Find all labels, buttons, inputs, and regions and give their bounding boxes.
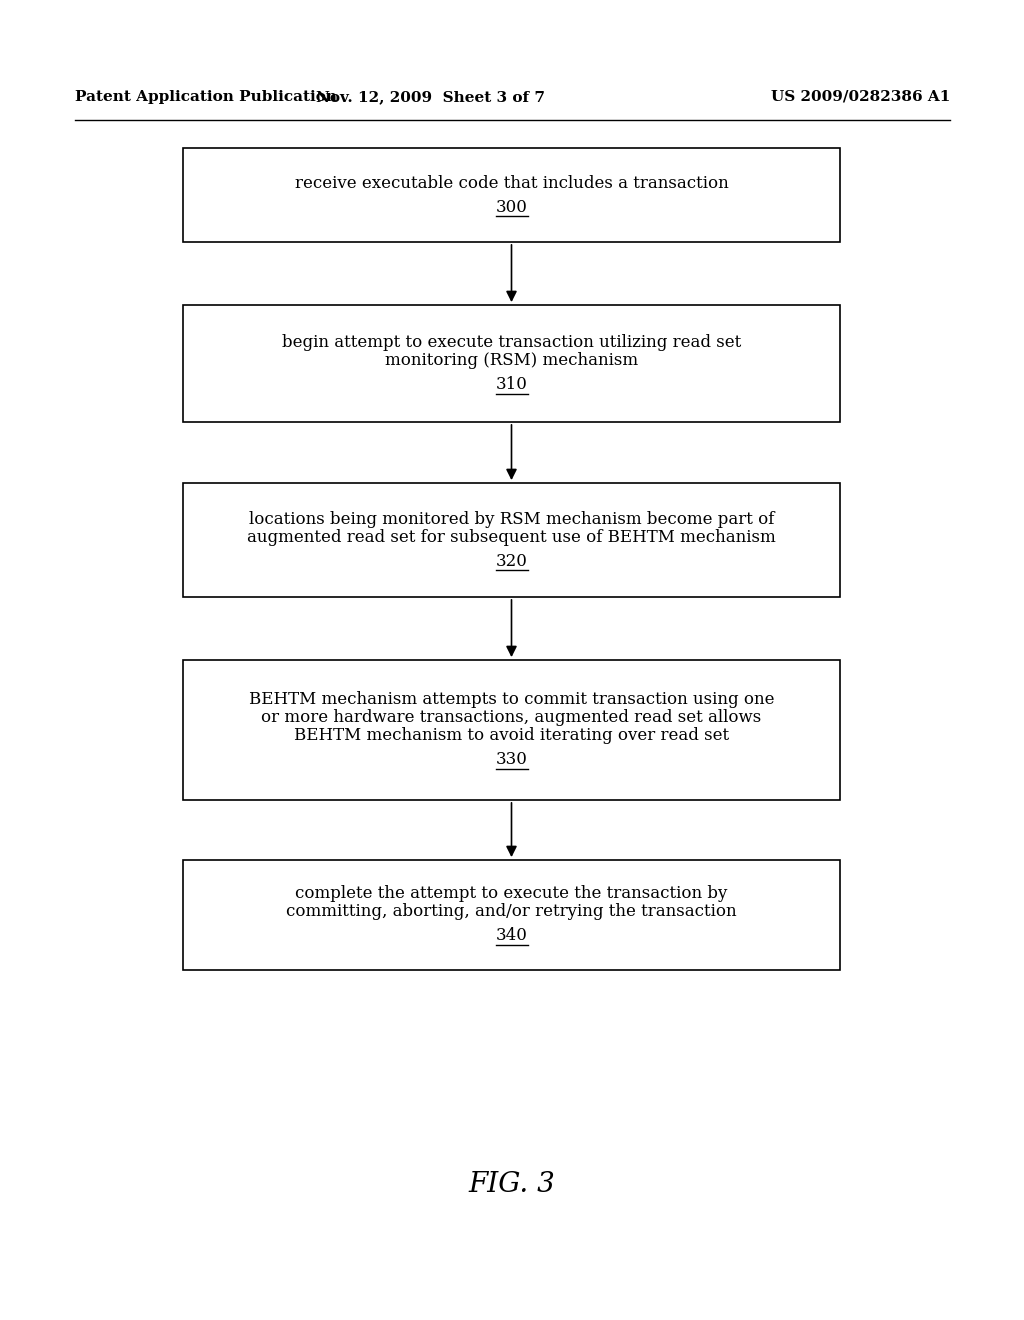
Text: 340: 340 [496,928,527,945]
Text: receive executable code that includes a transaction: receive executable code that includes a … [295,174,728,191]
Text: begin attempt to execute transaction utilizing read set: begin attempt to execute transaction uti… [282,334,741,351]
Text: US 2009/0282386 A1: US 2009/0282386 A1 [771,90,950,104]
Text: 320: 320 [496,553,527,569]
Bar [183,483,840,597]
Text: locations being monitored by RSM mechanism become part of: locations being monitored by RSM mechani… [249,511,774,528]
Text: 310: 310 [496,376,527,393]
Text: FIG. 3: FIG. 3 [468,1172,555,1199]
Bar [183,861,840,970]
Text: BEHTM mechanism to avoid iterating over read set: BEHTM mechanism to avoid iterating over … [294,727,729,744]
Bar [183,148,840,242]
Text: or more hardware transactions, augmented read set allows: or more hardware transactions, augmented… [261,710,762,726]
Text: Patent Application Publication: Patent Application Publication [75,90,337,104]
Text: BEHTM mechanism attempts to commit transaction using one: BEHTM mechanism attempts to commit trans… [249,692,774,709]
Text: complete the attempt to execute the transaction by: complete the attempt to execute the tran… [295,886,728,903]
Text: 330: 330 [496,751,527,768]
Bar [183,660,840,800]
Text: monitoring (RSM) mechanism: monitoring (RSM) mechanism [385,352,638,370]
Text: augmented read set for subsequent use of BEHTM mechanism: augmented read set for subsequent use of… [247,528,776,545]
Bar [183,305,840,422]
Text: committing, aborting, and/or retrying the transaction: committing, aborting, and/or retrying th… [286,903,737,920]
Text: Nov. 12, 2009  Sheet 3 of 7: Nov. 12, 2009 Sheet 3 of 7 [315,90,545,104]
Text: 300: 300 [496,198,527,215]
